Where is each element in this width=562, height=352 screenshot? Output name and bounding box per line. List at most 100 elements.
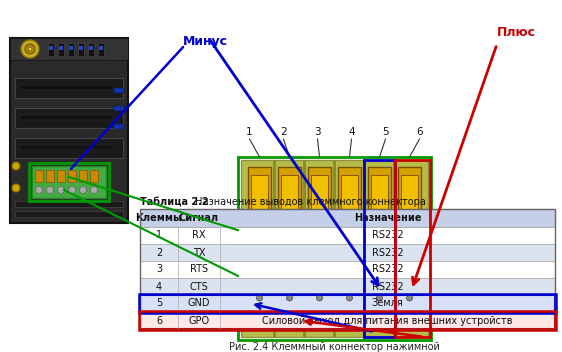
Text: GPO: GPO	[188, 315, 210, 326]
Circle shape	[374, 292, 386, 304]
Bar	[10, 38, 128, 60]
Circle shape	[310, 288, 329, 308]
Circle shape	[306, 285, 333, 311]
Bar	[99, 46, 103, 50]
Bar	[15, 78, 123, 98]
Circle shape	[337, 285, 362, 311]
Text: 6: 6	[156, 315, 162, 326]
Text: Силовой выход для питания внешних устройств: Силовой выход для питания внешних устрой…	[262, 315, 513, 326]
Text: 1: 1	[246, 127, 253, 137]
Circle shape	[35, 187, 43, 194]
Bar	[248, 167, 271, 222]
Bar	[363, 160, 366, 337]
Bar	[375, 214, 384, 222]
Circle shape	[79, 187, 87, 194]
Circle shape	[12, 162, 20, 170]
Bar	[57, 170, 65, 182]
Bar	[48, 43, 54, 56]
Text: RX: RX	[192, 231, 206, 240]
Circle shape	[406, 295, 413, 301]
Text: RS232: RS232	[371, 264, 404, 275]
Bar	[303, 160, 306, 337]
Text: 2: 2	[156, 247, 162, 258]
Bar	[15, 201, 123, 207]
Bar	[395, 160, 430, 337]
Text: 4: 4	[348, 127, 355, 137]
Circle shape	[287, 295, 292, 301]
Bar	[35, 170, 43, 182]
Circle shape	[47, 187, 53, 194]
Bar	[10, 38, 128, 223]
Circle shape	[277, 285, 302, 311]
Text: Таблица 2.2: Таблица 2.2	[140, 197, 209, 207]
Bar	[15, 211, 123, 217]
Text: TX: TX	[193, 247, 205, 258]
Circle shape	[21, 40, 39, 58]
Bar	[20, 85, 113, 90]
Circle shape	[404, 292, 415, 304]
Text: Назначение: Назначение	[353, 213, 422, 223]
Circle shape	[369, 288, 389, 308]
Bar	[20, 145, 113, 150]
Circle shape	[12, 184, 20, 192]
Bar	[338, 167, 361, 222]
Bar	[29, 163, 109, 201]
Bar	[89, 46, 93, 50]
Text: 2: 2	[280, 127, 287, 137]
Circle shape	[247, 285, 273, 311]
Text: RS232: RS232	[371, 231, 404, 240]
Bar	[69, 46, 73, 50]
Bar	[405, 214, 414, 222]
Bar	[241, 160, 428, 337]
Bar	[251, 175, 268, 216]
Text: 4: 4	[156, 282, 162, 291]
Circle shape	[256, 295, 262, 301]
Bar	[273, 160, 276, 337]
Bar	[59, 46, 63, 50]
Bar	[140, 278, 555, 295]
Circle shape	[377, 295, 383, 301]
Bar	[46, 170, 54, 182]
Text: Минус: Минус	[183, 36, 228, 49]
Text: 3: 3	[314, 127, 321, 137]
Text: 3: 3	[156, 264, 162, 275]
Bar	[315, 214, 324, 222]
Bar	[78, 43, 84, 56]
Circle shape	[366, 285, 392, 311]
Bar	[58, 43, 64, 56]
Circle shape	[283, 292, 296, 304]
Bar	[140, 209, 555, 329]
Text: RS232: RS232	[371, 282, 404, 291]
Circle shape	[57, 187, 65, 194]
Bar	[15, 108, 123, 128]
Circle shape	[314, 292, 325, 304]
Bar	[139, 294, 556, 313]
Circle shape	[347, 295, 352, 301]
Bar	[140, 312, 555, 329]
Text: GND: GND	[188, 298, 210, 308]
Bar	[398, 167, 421, 222]
Circle shape	[279, 288, 300, 308]
Text: Плюс: Плюс	[497, 25, 536, 38]
Bar	[401, 175, 418, 216]
Circle shape	[253, 292, 265, 304]
Bar	[139, 311, 556, 330]
Bar	[79, 170, 87, 182]
Bar	[68, 170, 76, 182]
Bar	[140, 209, 555, 227]
Text: Назначение выводов клеммного коннектора: Назначение выводов клеммного коннектора	[192, 197, 426, 207]
Bar	[285, 214, 294, 222]
Circle shape	[343, 292, 356, 304]
Bar	[49, 46, 53, 50]
Text: Сигнал: Сигнал	[179, 213, 219, 223]
Circle shape	[397, 285, 423, 311]
Bar	[393, 160, 396, 337]
Circle shape	[25, 44, 35, 54]
Bar	[20, 115, 113, 120]
Bar	[341, 175, 358, 216]
Bar	[371, 175, 388, 216]
Bar	[281, 175, 298, 216]
Circle shape	[400, 288, 419, 308]
Bar	[238, 157, 431, 340]
Bar	[364, 160, 395, 337]
